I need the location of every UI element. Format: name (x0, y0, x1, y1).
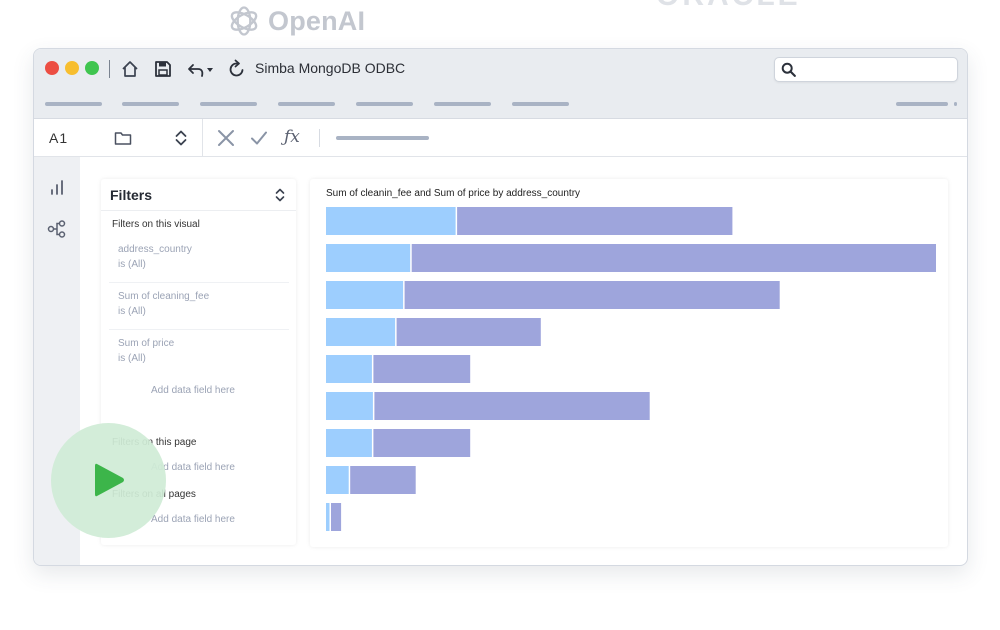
add-data-field-visual[interactable]: Add data field here (151, 385, 235, 396)
filter-price[interactable]: Sum of price is (All) (109, 333, 289, 377)
refresh-icon[interactable] (226, 58, 248, 80)
ribbon-overflow[interactable] (954, 102, 957, 106)
openai-knot-icon (230, 6, 258, 36)
bar-series-1-row-6[interactable] (326, 392, 373, 420)
section-visual-filters: Filters on this visual (112, 219, 200, 230)
ribbon-tab[interactable] (200, 102, 257, 106)
title-bar: Simba MongoDB ODBC (34, 49, 967, 119)
bar-series-1-row-8[interactable] (326, 466, 349, 494)
formula-bar: A1 ƒx (34, 119, 967, 157)
bar-series-2-row-5[interactable] (373, 355, 471, 383)
filter-condition: is (All) (118, 306, 146, 317)
bar-series-1-row-4[interactable] (326, 318, 396, 346)
play-video-button[interactable] (51, 423, 166, 538)
bar-series-1-row-9[interactable] (326, 503, 330, 531)
ribbon-tab[interactable] (122, 102, 179, 106)
bar-series-2-row-7[interactable] (373, 429, 471, 457)
function-icon[interactable]: ƒx (284, 127, 300, 147)
filter-address-country[interactable]: address_country is (All) (109, 239, 289, 283)
bar-chart-icon[interactable] (46, 177, 68, 199)
folder-icon[interactable] (112, 127, 134, 149)
ribbon-tab[interactable] (45, 102, 102, 106)
confirm-icon[interactable] (248, 127, 270, 149)
maximize-window-button[interactable] (85, 61, 99, 75)
section-page-filters: Filters on this page (112, 437, 197, 448)
filters-divider (101, 210, 296, 211)
formula-divider (202, 119, 203, 157)
minimize-window-button[interactable] (65, 61, 79, 75)
openai-wordmark: OpenAI (268, 5, 366, 36)
bar-series-2-row-1[interactable] (457, 207, 733, 235)
bar-series-2-row-2[interactable] (411, 244, 936, 272)
cell-reference[interactable]: A1 (49, 130, 69, 146)
ribbon-tab[interactable] (278, 102, 335, 106)
ribbon-tab[interactable] (434, 102, 491, 106)
filter-field-name: address_country (118, 244, 192, 255)
network-icon[interactable] (46, 218, 68, 240)
formula-input[interactable] (336, 136, 429, 140)
bar-chart (326, 207, 936, 531)
add-data-field-page[interactable]: Add data field here (151, 462, 235, 473)
app-title: Simba MongoDB ODBC (255, 60, 406, 76)
ribbon-tab[interactable] (356, 102, 413, 106)
bar-series-2-row-6[interactable] (374, 392, 650, 420)
collapse-chevron-icon[interactable] (273, 187, 287, 203)
add-data-field-all-pages[interactable]: Add data field here (151, 514, 235, 525)
filter-condition: is (All) (118, 259, 146, 270)
search-icon (781, 62, 796, 77)
openai-logo: OpenAI (226, 2, 365, 40)
filter-field-name: Sum of price (118, 338, 175, 349)
filter-condition: is (All) (118, 353, 146, 364)
undo-icon[interactable] (185, 58, 215, 80)
sort-arrows-icon[interactable] (170, 127, 192, 149)
app-window: Simba MongoDB ODBC A1 ƒx (33, 48, 968, 566)
bar-series-1-row-2[interactable] (326, 244, 411, 272)
home-icon[interactable] (119, 58, 141, 80)
filters-title: Filters (110, 187, 153, 203)
search-box[interactable] (774, 57, 958, 82)
ribbon-tab[interactable] (512, 102, 569, 106)
toolbar-divider (109, 60, 110, 78)
close-window-button[interactable] (45, 61, 59, 75)
bar-series-2-row-8[interactable] (350, 466, 416, 494)
filter-cleaning-fee[interactable]: Sum of cleaning_fee is (All) (109, 286, 289, 330)
oracle-wordmark: ORACLE (656, 0, 801, 13)
save-icon[interactable] (152, 58, 174, 80)
bar-series-1-row-5[interactable] (326, 355, 372, 383)
bar-series-2-row-9[interactable] (331, 503, 342, 531)
play-icon (95, 463, 124, 497)
ribbon-tab[interactable] (896, 102, 948, 106)
filter-field-name: Sum of cleaning_fee (118, 291, 210, 302)
chart-title: Sum of cleanin_fee and Sum of price by a… (326, 188, 581, 199)
chart-visual[interactable]: Sum of cleanin_fee and Sum of price by a… (310, 179, 948, 547)
bar-series-1-row-1[interactable] (326, 207, 456, 235)
cancel-icon[interactable] (215, 127, 237, 149)
bar-series-1-row-3[interactable] (326, 281, 404, 309)
bar-series-2-row-4[interactable] (396, 318, 541, 346)
formula-divider (319, 129, 320, 147)
bar-series-1-row-7[interactable] (326, 429, 372, 457)
bar-series-2-row-3[interactable] (404, 281, 780, 309)
